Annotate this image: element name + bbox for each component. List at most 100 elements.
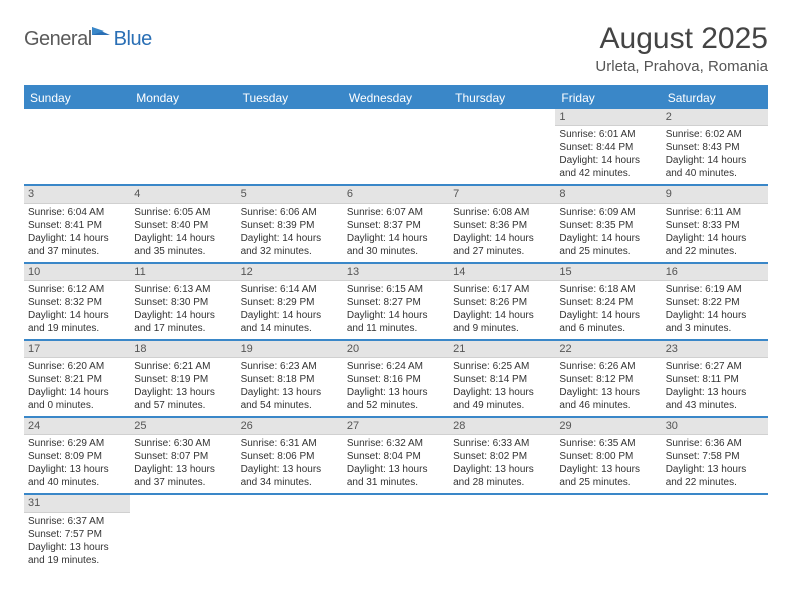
weekday-header: Friday [555, 87, 661, 109]
daylight-line: Daylight: 14 hours and 32 minutes. [241, 232, 339, 258]
calendar-week-row: 17Sunrise: 6:20 AMSunset: 8:21 PMDayligh… [24, 341, 768, 418]
logo-flag-icon [90, 25, 114, 45]
day-details-empty [237, 125, 343, 175]
sunrise-line: Sunrise: 6:30 AM [134, 437, 232, 450]
daylight-line: Daylight: 14 hours and 40 minutes. [666, 154, 764, 180]
day-details-empty [237, 512, 343, 562]
sunset-line: Sunset: 8:14 PM [453, 373, 551, 386]
day-details: Sunrise: 6:11 AMSunset: 8:33 PMDaylight:… [662, 204, 768, 262]
calendar-week-row: 31Sunrise: 6:37 AMSunset: 7:57 PMDayligh… [24, 495, 768, 570]
calendar-week-row: 24Sunrise: 6:29 AMSunset: 8:09 PMDayligh… [24, 418, 768, 495]
day-details-empty [130, 125, 236, 175]
sunset-line: Sunset: 8:32 PM [28, 296, 126, 309]
day-details: Sunrise: 6:33 AMSunset: 8:02 PMDaylight:… [449, 435, 555, 493]
calendar-day-cell: 16Sunrise: 6:19 AMSunset: 8:22 PMDayligh… [662, 264, 768, 339]
calendar-day-cell: 27Sunrise: 6:32 AMSunset: 8:04 PMDayligh… [343, 418, 449, 493]
day-number: 11 [130, 264, 236, 281]
calendar-day-cell: 15Sunrise: 6:18 AMSunset: 8:24 PMDayligh… [555, 264, 661, 339]
daylight-line: Daylight: 13 hours and 54 minutes. [241, 386, 339, 412]
daylight-line: Daylight: 14 hours and 6 minutes. [559, 309, 657, 335]
day-details: Sunrise: 6:05 AMSunset: 8:40 PMDaylight:… [130, 204, 236, 262]
calendar-page: General Blue August 2025 Urleta, Prahova… [0, 0, 792, 593]
day-number: 8 [555, 186, 661, 203]
daylight-line: Daylight: 14 hours and 30 minutes. [347, 232, 445, 258]
weekday-header-row: SundayMondayTuesdayWednesdayThursdayFrid… [24, 87, 768, 109]
sunset-line: Sunset: 8:33 PM [666, 219, 764, 232]
day-details: Sunrise: 6:30 AMSunset: 8:07 PMDaylight:… [130, 435, 236, 493]
day-number: 29 [555, 418, 661, 435]
calendar-empty-cell [130, 109, 236, 184]
calendar-day-cell: 28Sunrise: 6:33 AMSunset: 8:02 PMDayligh… [449, 418, 555, 493]
sunset-line: Sunset: 8:35 PM [559, 219, 657, 232]
daylight-line: Daylight: 13 hours and 25 minutes. [559, 463, 657, 489]
brand-logo: General Blue [24, 28, 152, 51]
day-details-empty [24, 125, 130, 175]
daylight-line: Daylight: 14 hours and 19 minutes. [28, 309, 126, 335]
calendar-empty-cell [449, 495, 555, 570]
sunset-line: Sunset: 8:12 PM [559, 373, 657, 386]
calendar-day-cell: 17Sunrise: 6:20 AMSunset: 8:21 PMDayligh… [24, 341, 130, 416]
sunset-line: Sunset: 8:37 PM [347, 219, 445, 232]
daylight-line: Daylight: 13 hours and 46 minutes. [559, 386, 657, 412]
sunrise-line: Sunrise: 6:24 AM [347, 360, 445, 373]
day-number: 19 [237, 341, 343, 358]
sunrise-line: Sunrise: 6:15 AM [347, 283, 445, 296]
day-details: Sunrise: 6:18 AMSunset: 8:24 PMDaylight:… [555, 281, 661, 339]
sunset-line: Sunset: 8:11 PM [666, 373, 764, 386]
sunset-line: Sunset: 8:21 PM [28, 373, 126, 386]
sunset-line: Sunset: 8:24 PM [559, 296, 657, 309]
sunset-line: Sunset: 7:58 PM [666, 450, 764, 463]
sunrise-line: Sunrise: 6:27 AM [666, 360, 764, 373]
calendar-day-cell: 13Sunrise: 6:15 AMSunset: 8:27 PMDayligh… [343, 264, 449, 339]
day-details: Sunrise: 6:06 AMSunset: 8:39 PMDaylight:… [237, 204, 343, 262]
sunset-line: Sunset: 8:39 PM [241, 219, 339, 232]
sunrise-line: Sunrise: 6:29 AM [28, 437, 126, 450]
weekday-header: Saturday [662, 87, 768, 109]
day-details: Sunrise: 6:14 AMSunset: 8:29 PMDaylight:… [237, 281, 343, 339]
day-number: 27 [343, 418, 449, 435]
sunset-line: Sunset: 8:18 PM [241, 373, 339, 386]
day-number: 21 [449, 341, 555, 358]
daylight-line: Daylight: 13 hours and 57 minutes. [134, 386, 232, 412]
sunrise-line: Sunrise: 6:25 AM [453, 360, 551, 373]
calendar-day-cell: 14Sunrise: 6:17 AMSunset: 8:26 PMDayligh… [449, 264, 555, 339]
sunrise-line: Sunrise: 6:11 AM [666, 206, 764, 219]
calendar-day-cell: 31Sunrise: 6:37 AMSunset: 7:57 PMDayligh… [24, 495, 130, 570]
day-details: Sunrise: 6:13 AMSunset: 8:30 PMDaylight:… [130, 281, 236, 339]
sunrise-line: Sunrise: 6:26 AM [559, 360, 657, 373]
day-number: 30 [662, 418, 768, 435]
calendar-empty-cell [449, 109, 555, 184]
daylight-line: Daylight: 13 hours and 52 minutes. [347, 386, 445, 412]
sunset-line: Sunset: 8:40 PM [134, 219, 232, 232]
day-details: Sunrise: 6:36 AMSunset: 7:58 PMDaylight:… [662, 435, 768, 493]
calendar-day-cell: 22Sunrise: 6:26 AMSunset: 8:12 PMDayligh… [555, 341, 661, 416]
sunrise-line: Sunrise: 6:12 AM [28, 283, 126, 296]
day-number-empty [555, 495, 661, 511]
day-number: 24 [24, 418, 130, 435]
day-details: Sunrise: 6:07 AMSunset: 8:37 PMDaylight:… [343, 204, 449, 262]
sunrise-line: Sunrise: 6:37 AM [28, 515, 126, 528]
sunrise-line: Sunrise: 6:18 AM [559, 283, 657, 296]
calendar-empty-cell [237, 495, 343, 570]
day-details: Sunrise: 6:32 AMSunset: 8:04 PMDaylight:… [343, 435, 449, 493]
day-details: Sunrise: 6:12 AMSunset: 8:32 PMDaylight:… [24, 281, 130, 339]
sunrise-line: Sunrise: 6:13 AM [134, 283, 232, 296]
page-header: General Blue August 2025 Urleta, Prahova… [24, 22, 768, 75]
day-details-empty [662, 512, 768, 562]
sunrise-line: Sunrise: 6:19 AM [666, 283, 764, 296]
day-details-empty [449, 125, 555, 175]
sunrise-line: Sunrise: 6:14 AM [241, 283, 339, 296]
day-number-empty [449, 109, 555, 125]
day-details: Sunrise: 6:26 AMSunset: 8:12 PMDaylight:… [555, 358, 661, 416]
sunrise-line: Sunrise: 6:01 AM [559, 128, 657, 141]
sunset-line: Sunset: 8:00 PM [559, 450, 657, 463]
day-number-empty [662, 495, 768, 511]
day-details: Sunrise: 6:23 AMSunset: 8:18 PMDaylight:… [237, 358, 343, 416]
sunset-line: Sunset: 8:19 PM [134, 373, 232, 386]
day-details: Sunrise: 6:25 AMSunset: 8:14 PMDaylight:… [449, 358, 555, 416]
day-number-empty [449, 495, 555, 511]
calendar-day-cell: 8Sunrise: 6:09 AMSunset: 8:35 PMDaylight… [555, 186, 661, 261]
sunset-line: Sunset: 8:16 PM [347, 373, 445, 386]
sunrise-line: Sunrise: 6:08 AM [453, 206, 551, 219]
calendar-empty-cell [343, 109, 449, 184]
